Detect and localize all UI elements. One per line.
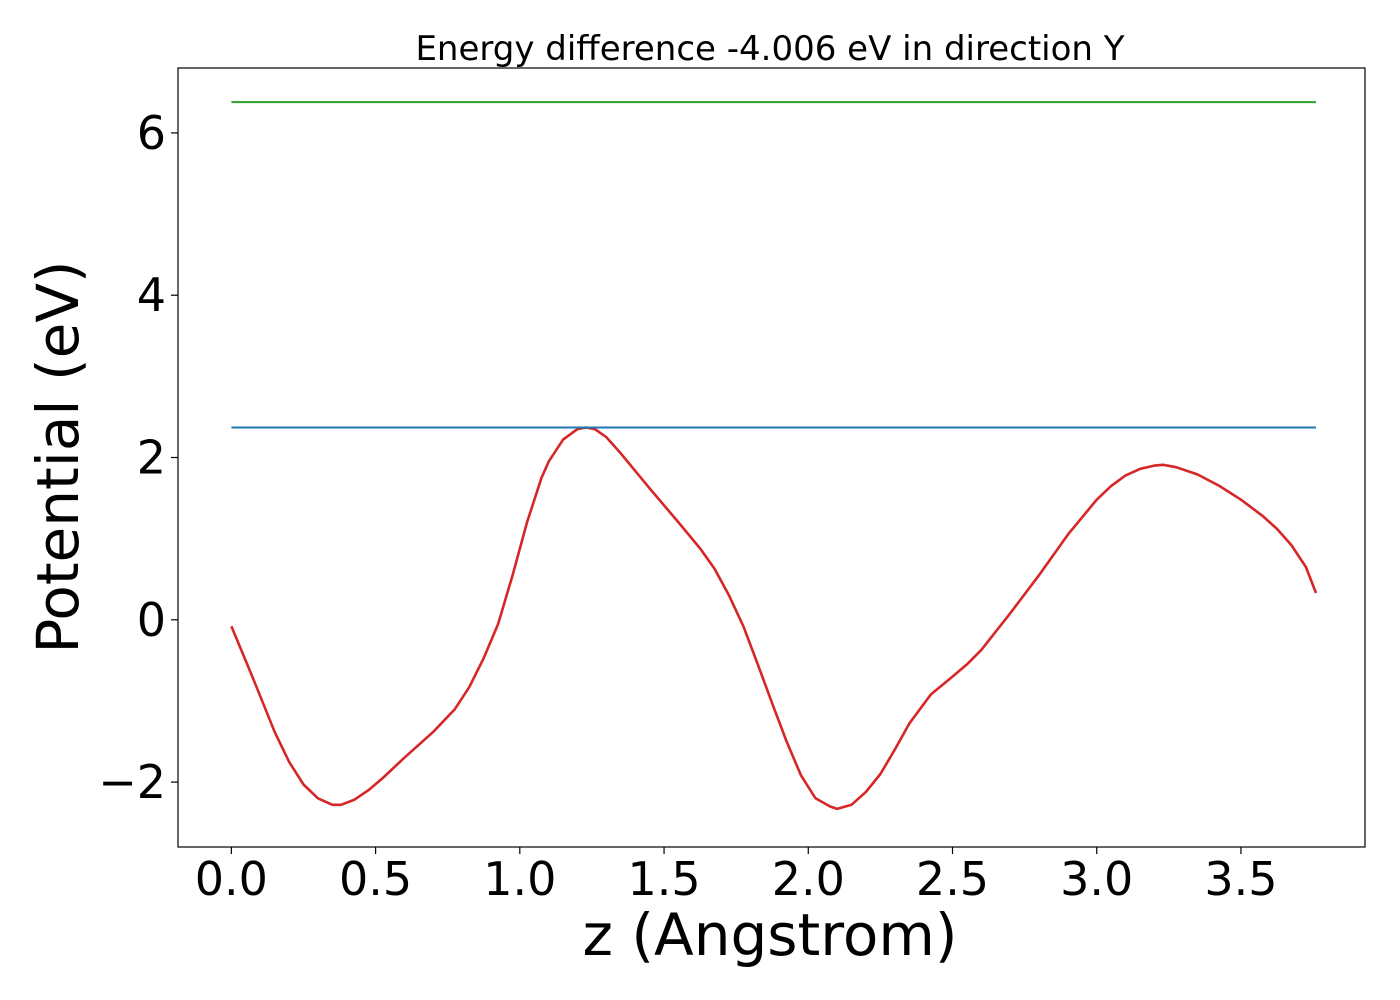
y-axis-ticks: −2 0 2 4 6: [98, 106, 178, 809]
x-axis-label: z (Angstrom): [583, 901, 958, 969]
y-axis-label: Potential (eV): [24, 260, 92, 653]
x-tick-label: 1.5: [627, 852, 700, 906]
series-line-0: [230, 426, 1318, 811]
x-tick-label: 1.0: [483, 852, 556, 906]
y-tick-label: 0: [137, 593, 166, 647]
x-axis-ticks: 0.0 0.5 1.0 1.5 2.0 2.5 3.0 3.5: [195, 847, 1278, 906]
x-tick-label: 3.0: [1060, 852, 1133, 906]
y-tick-label: 2: [137, 431, 166, 485]
x-tick-label: 2.0: [772, 852, 845, 906]
plot-frame: [177, 67, 1366, 848]
series-layer: [230, 101, 1318, 811]
x-tick-label: 0.0: [195, 852, 268, 906]
y-tick-label: −2: [98, 755, 166, 809]
x-tick-label: 3.5: [1204, 852, 1277, 906]
x-tick-label: 2.5: [916, 852, 989, 906]
x-tick-label: 0.5: [339, 852, 412, 906]
y-tick-label: 4: [137, 268, 166, 322]
chart-title: Energy difference -4.006 eV in direction…: [415, 29, 1124, 69]
y-tick-label: 6: [137, 106, 166, 160]
